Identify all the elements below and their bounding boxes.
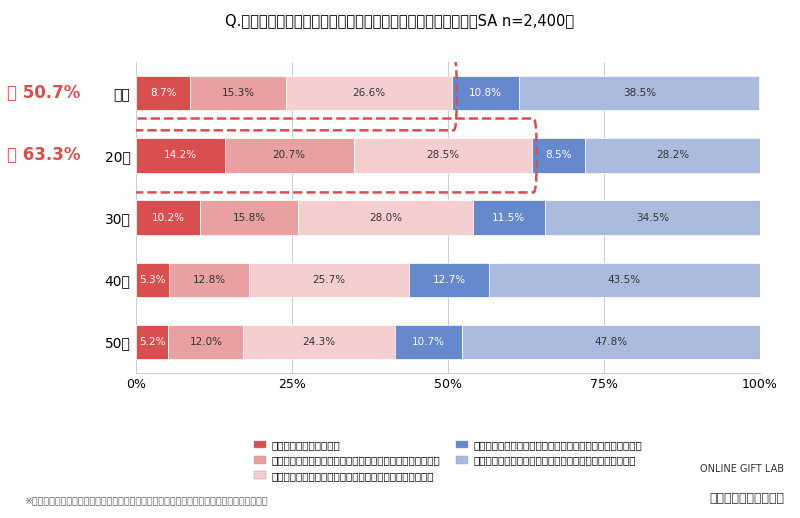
Text: 12.8%: 12.8% [193,275,226,285]
Text: 20.7%: 20.7% [273,150,306,161]
Text: 5.3%: 5.3% [139,275,166,285]
Bar [286,76,452,110]
Text: Q.「ソーシャルギフト」を利用してみたいと思いますか。　（SA n=2,400）: Q.「ソーシャルギフト」を利用してみたいと思いますか。 （SA n=2,400） [226,13,574,28]
Bar [519,76,759,110]
Text: 38.5%: 38.5% [622,89,656,98]
Bar [169,325,243,359]
Text: 11.5%: 11.5% [492,212,526,223]
Bar [136,263,169,297]
Bar [136,138,225,172]
Bar [489,263,760,297]
Text: 24.3%: 24.3% [302,337,336,347]
Bar [410,263,489,297]
Text: 10.7%: 10.7% [412,337,445,347]
Bar [354,138,532,172]
Text: 10.2%: 10.2% [151,212,184,223]
Text: 28.0%: 28.0% [369,212,402,223]
Legend: 既に利用したことがある, そのようなサービスを知っている。いずれ利用したいと思う, そのようなサービスを知らない。いずれ利用したいと思う, そのようなサービスを: 既に利用したことがある, そのようなサービスを知っている。いずれ利用したいと思う… [254,440,642,481]
Text: 5.2%: 5.2% [139,337,166,347]
Text: 47.8%: 47.8% [594,337,627,347]
Bar [395,325,462,359]
Text: ONLINE GIFT LAB: ONLINE GIFT LAB [700,464,784,474]
Bar [243,325,395,359]
Bar [452,76,519,110]
Bar [462,325,760,359]
Bar [298,200,473,235]
Text: 12.7%: 12.7% [432,275,466,285]
Text: 15.8%: 15.8% [232,212,266,223]
Text: 26.6%: 26.6% [352,89,386,98]
Bar [532,138,585,172]
Text: 14.2%: 14.2% [164,150,197,161]
Text: 15.3%: 15.3% [222,89,254,98]
Text: 8.5%: 8.5% [545,150,571,161]
Bar [169,263,249,297]
Bar [190,76,286,110]
Text: オンラインギフト総研: オンラインギフト総研 [709,492,784,505]
Bar [473,200,545,235]
Bar [225,138,354,172]
Bar [136,325,169,359]
Bar [585,138,761,172]
Text: 8.7%: 8.7% [150,89,176,98]
Text: 43.5%: 43.5% [608,275,641,285]
Text: 12.0%: 12.0% [190,337,222,347]
Text: 28.5%: 28.5% [426,150,459,161]
Bar [249,263,410,297]
Text: 10.8%: 10.8% [469,89,502,98]
Text: 28.2%: 28.2% [656,150,690,161]
Bar [136,76,190,110]
Bar [545,200,760,235]
Text: ※小数点以下の切り上げ、切り下げにより、合計値がグラフと一致しないことがございます。: ※小数点以下の切り上げ、切り下げにより、合計値がグラフと一致しないことがございま… [24,496,268,505]
Text: 計 63.3%: 計 63.3% [7,147,81,164]
Bar [136,200,200,235]
Bar [200,200,298,235]
Text: 25.7%: 25.7% [313,275,346,285]
Text: 計 50.7%: 計 50.7% [7,84,81,103]
Text: 34.5%: 34.5% [636,212,669,223]
